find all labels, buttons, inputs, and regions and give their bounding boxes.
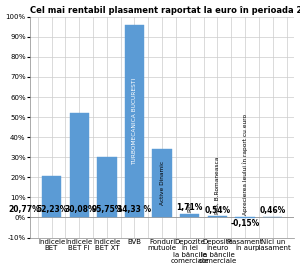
Text: 52,23%: 52,23% [37, 205, 68, 214]
Text: -0,15%: -0,15% [230, 220, 260, 228]
Bar [97, 157, 116, 217]
Text: 1,71%: 1,71% [177, 203, 203, 212]
Text: Aprecierea leului în raport cu euro: Aprecierea leului în raport cu euro [242, 114, 248, 215]
Bar [125, 25, 144, 217]
Text: 30,08%: 30,08% [64, 205, 96, 214]
Text: Cel mai rentabil plasament raportat la euro în perioada 27.03 - 28.04.2009: Cel mai rentabil plasament raportat la e… [30, 6, 300, 15]
Bar [152, 148, 172, 217]
Text: Active Dinamic: Active Dinamic [160, 161, 165, 205]
Text: 34,33 %: 34,33 % [117, 205, 151, 214]
Text: RIB, B.Romaneasca: RIB, B.Romaneasca [215, 157, 220, 214]
Text: 0,54%: 0,54% [204, 206, 230, 215]
Text: TURBOMECANICA BUCURESTI: TURBOMECANICA BUCURESTI [132, 78, 137, 165]
Text: 20,77%: 20,77% [9, 205, 41, 214]
Text: 95,75%: 95,75% [92, 205, 123, 214]
Bar [180, 214, 200, 217]
Bar [208, 216, 227, 217]
Text: 0,46%: 0,46% [260, 206, 286, 215]
Bar [70, 113, 89, 217]
Bar [236, 217, 255, 218]
Text: RIB: RIB [187, 202, 192, 212]
Bar [42, 176, 61, 217]
